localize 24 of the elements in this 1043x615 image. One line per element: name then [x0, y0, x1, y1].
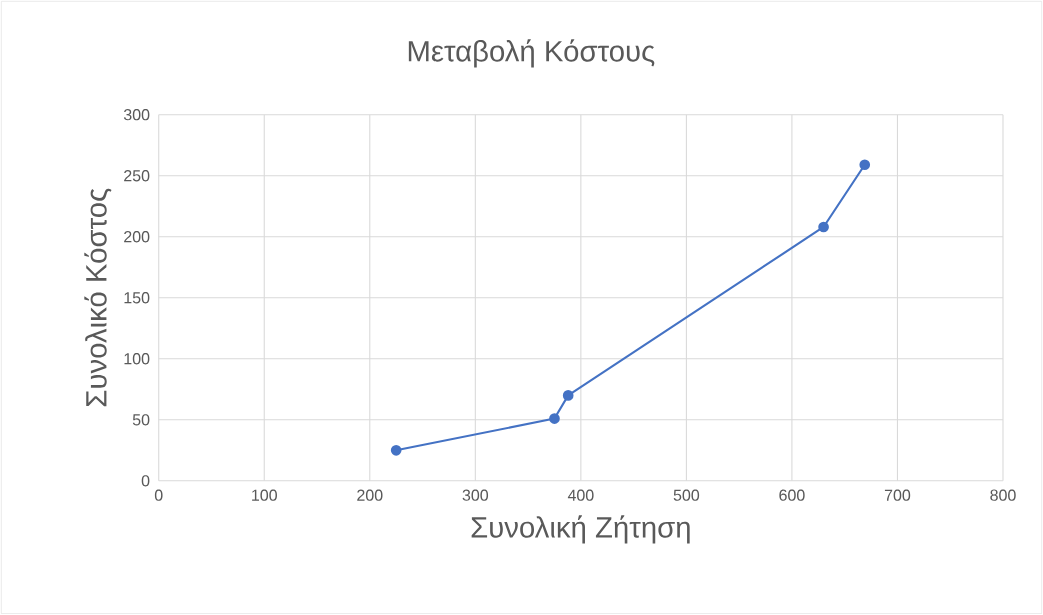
y-tick-label: 150: [124, 292, 150, 304]
point: [390, 445, 402, 456]
y-tick-label: 50: [132, 414, 150, 426]
y-tick-label: 250: [124, 170, 150, 182]
x-tick-label: 800: [990, 489, 1016, 501]
chart-title: Μεταβολή Κόστους: [408, 39, 655, 68]
x-tick-label: 500: [673, 489, 700, 501]
x-tick-label: 0: [154, 489, 163, 501]
x-tick-label: 200: [357, 489, 383, 501]
x-tick-label: 300: [462, 489, 489, 501]
point: [859, 159, 871, 171]
y-axis-title: Συνολικό Κόστος: [84, 188, 112, 407]
point: [562, 390, 574, 401]
y-tick-label: 200: [124, 231, 150, 243]
point: [818, 221, 829, 233]
x-axis-title: Συνολική Ζήτηση: [471, 515, 690, 544]
x-tick-label: 400: [567, 489, 594, 501]
y-tick-label: 300: [123, 109, 150, 121]
point: [549, 413, 560, 424]
y-tick-label: 100: [124, 353, 150, 365]
x-tick-label: 100: [252, 489, 277, 501]
y-tick-label: 0: [141, 475, 150, 487]
x-tick-label: 600: [779, 489, 805, 501]
x-tick-label: 700: [884, 489, 911, 501]
